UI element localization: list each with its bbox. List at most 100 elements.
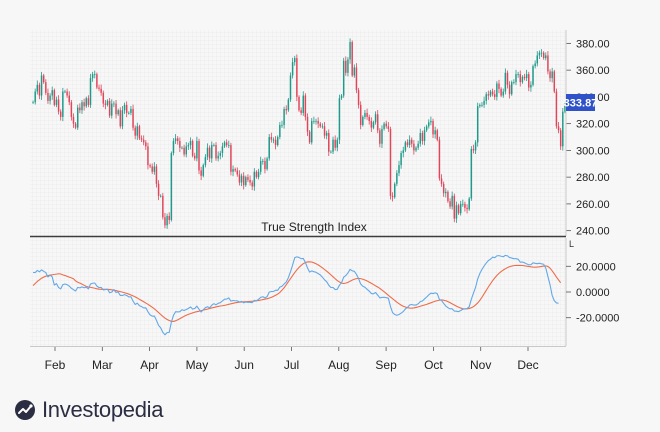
candle: [213, 143, 215, 147]
candle-body: [338, 98, 341, 140]
candle: [289, 72, 292, 102]
candle: [419, 128, 422, 147]
grid-background: [30, 30, 566, 346]
candle: [125, 101, 128, 118]
candle: [81, 99, 83, 114]
candle: [502, 88, 504, 98]
candle-body: [276, 137, 279, 146]
candle: [72, 113, 75, 128]
candle-body: [202, 165, 205, 176]
candle-body: [489, 91, 492, 96]
candle-body: [515, 74, 517, 83]
candle-body: [259, 161, 262, 172]
candle: [447, 190, 449, 203]
candle-body: [198, 141, 200, 171]
candle: [94, 70, 96, 79]
candle: [36, 80, 39, 95]
candle-body: [459, 203, 462, 214]
candle-body: [264, 161, 266, 170]
candle-body: [428, 122, 430, 127]
candle-body: [491, 91, 494, 95]
candle-body: [368, 116, 370, 121]
candle: [42, 73, 45, 84]
candle-body: [447, 191, 449, 202]
candle-body: [172, 141, 175, 154]
candle-body: [474, 142, 477, 151]
candle-body: [176, 138, 179, 142]
candle-body: [466, 207, 468, 210]
candle: [172, 138, 175, 156]
candle-body: [123, 104, 126, 111]
candle: [194, 152, 196, 161]
candle: [330, 150, 332, 154]
candle: [259, 156, 262, 175]
candle: [294, 55, 296, 66]
candle-body: [38, 84, 41, 96]
tsi-axis-label: 0.0000: [576, 287, 610, 299]
candle: [234, 167, 236, 173]
candle-body: [100, 88, 102, 93]
candle-body: [559, 130, 562, 147]
candle-body: [108, 100, 111, 116]
candle: [191, 139, 194, 158]
candle-body: [270, 137, 273, 140]
month-label: Jun: [235, 358, 254, 372]
candle: [45, 79, 47, 96]
candle-body: [472, 149, 475, 151]
candle: [349, 38, 351, 64]
candle-body: [279, 124, 281, 138]
candle: [85, 96, 87, 108]
candle: [559, 128, 562, 150]
candle-body: [355, 67, 358, 91]
candle-body: [438, 139, 441, 179]
candle-body: [481, 104, 483, 106]
candle-body: [166, 215, 168, 226]
candle: [372, 120, 375, 130]
candle-body: [464, 203, 466, 208]
candle-body: [493, 94, 496, 97]
candle: [362, 115, 364, 127]
candle: [159, 194, 162, 198]
candle: [532, 64, 534, 87]
candle-body: [249, 179, 251, 183]
candle: [387, 122, 390, 132]
candle: [153, 162, 156, 175]
candle: [336, 137, 339, 152]
candle-body: [155, 166, 158, 184]
candle: [66, 88, 68, 98]
candle-body: [430, 120, 432, 123]
candle-body: [421, 133, 424, 142]
candle-body: [434, 130, 436, 135]
candle: [551, 67, 553, 83]
candle-body: [170, 153, 173, 220]
last-price-label: 333.87: [564, 98, 598, 110]
candle: [208, 145, 211, 163]
candle-body: [445, 191, 447, 194]
candle-body: [485, 94, 487, 101]
candle-body: [266, 158, 268, 170]
candle-body: [206, 147, 209, 158]
candle: [170, 151, 173, 222]
candle-body: [121, 110, 124, 127]
candle: [55, 96, 58, 108]
candle-body: [245, 177, 247, 186]
candle-body: [47, 92, 49, 101]
candle-body: [111, 103, 113, 116]
candle: [166, 213, 168, 229]
candle: [89, 73, 92, 108]
candle: [385, 120, 387, 129]
candle-body: [406, 142, 409, 146]
candle: [508, 81, 511, 99]
candle: [128, 111, 130, 115]
candle: [521, 75, 524, 84]
candle-body: [372, 122, 375, 128]
candle: [34, 88, 36, 105]
candle: [415, 146, 417, 152]
candle: [264, 157, 266, 174]
candle: [442, 181, 445, 197]
candle: [319, 122, 322, 128]
candle: [140, 135, 143, 142]
month-label: Sep: [375, 358, 397, 372]
candle: [400, 150, 402, 169]
